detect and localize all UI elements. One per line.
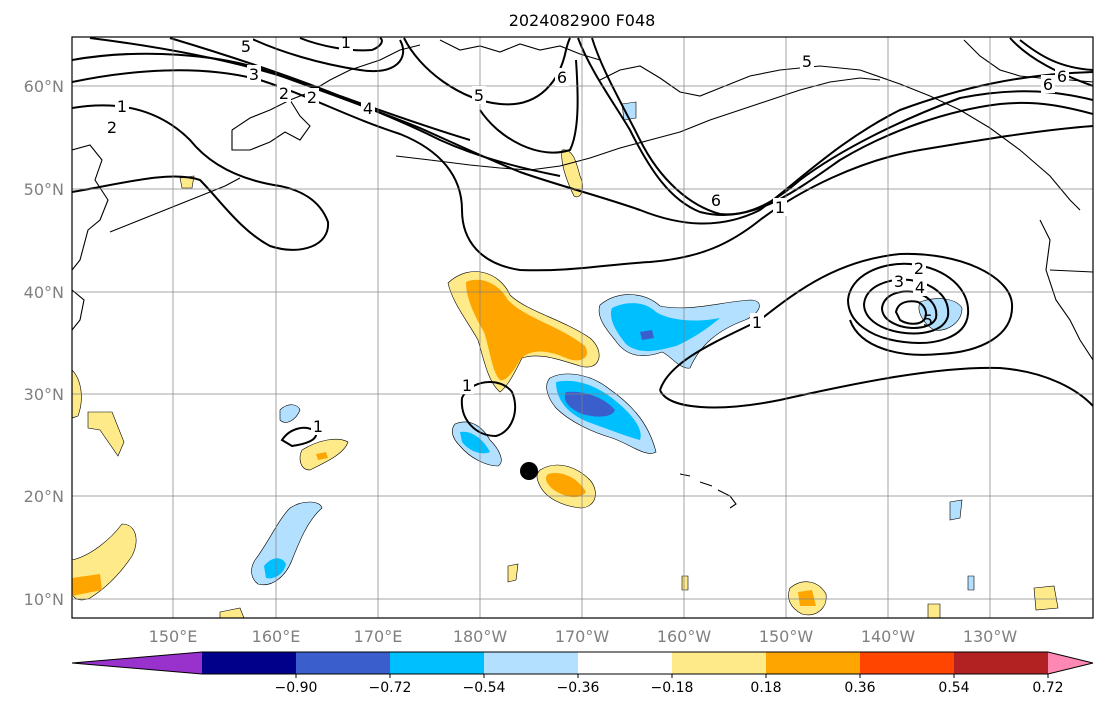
contour-label: 5	[472, 86, 486, 105]
colorbar-segment	[578, 652, 673, 674]
map-border	[71, 36, 1094, 619]
anomaly-shading	[72, 101, 1059, 618]
contour-label: 2	[277, 84, 291, 103]
svg-text:6: 6	[557, 68, 567, 87]
colorbar-tick-label: −0.72	[369, 680, 412, 696]
contour-label: 1	[115, 97, 129, 116]
lon-label: 150°E	[149, 627, 198, 646]
colorbar-segment	[390, 652, 485, 674]
lon-label: 170°E	[354, 627, 403, 646]
contour-label: 1	[460, 376, 474, 395]
contour-label: 4	[361, 99, 375, 118]
colorbar-segment	[672, 652, 767, 674]
latitude-labels: 60°N 50°N 40°N 30°N 20°N 10°N	[24, 77, 64, 609]
contour-label: 2	[912, 259, 926, 278]
contour-label: 1	[773, 198, 787, 217]
contour-label: 3	[892, 272, 906, 291]
svg-text:3: 3	[894, 272, 904, 291]
colorbar-tick-label: 0.54	[938, 680, 969, 696]
lat-label: 40°N	[24, 283, 64, 302]
svg-text:6: 6	[1057, 67, 1067, 86]
svg-text:1: 1	[462, 376, 472, 395]
coastlines	[72, 39, 1093, 509]
contour-label: 1	[339, 33, 353, 52]
contour-label: 2	[305, 88, 319, 107]
svg-text:2: 2	[107, 118, 117, 137]
svg-text:6: 6	[1043, 75, 1053, 94]
svg-text:5: 5	[241, 37, 251, 56]
svg-text:5: 5	[923, 311, 933, 330]
colorbar-tick-label: −0.36	[557, 680, 600, 696]
colorbar-segment	[484, 652, 579, 674]
colorbar-segment	[296, 652, 391, 674]
contour-label: 3	[247, 65, 261, 84]
colorbar-tick-label: −0.54	[463, 680, 506, 696]
lat-label: 10°N	[24, 590, 64, 609]
lon-label: 140°W	[861, 627, 916, 646]
colorbar-tick-label: 0.18	[750, 680, 781, 696]
contour-label: 2	[105, 118, 119, 137]
contour-label: 6	[1055, 67, 1069, 86]
lat-label: 20°N	[24, 487, 64, 506]
chart-title: 2024082900 F048	[509, 11, 656, 30]
svg-text:1: 1	[341, 33, 351, 52]
lat-label: 30°N	[24, 385, 64, 404]
svg-text:5: 5	[474, 86, 484, 105]
contour-label: 5	[923, 311, 933, 330]
lon-label: 160°E	[252, 627, 301, 646]
colorbar-segment	[860, 652, 955, 674]
contour-label: 6	[555, 68, 569, 87]
contour-label: 4	[913, 278, 927, 297]
lon-label: 170°W	[555, 627, 610, 646]
colorbar-outline	[71, 651, 1094, 675]
longitude-labels: 150°E 160°E 170°E 180°W 170°W 160°W 150°…	[149, 627, 1018, 646]
contour-label-group: 5 1 3 2 2 4 1 2 5 6 6 5 6 2 1 3 2 4 5 1 …	[105, 33, 1069, 436]
contour-label: 5	[239, 37, 253, 56]
svg-text:5: 5	[802, 52, 812, 71]
svg-text:1: 1	[775, 198, 785, 217]
svg-text:1: 1	[117, 97, 127, 116]
colorbar-extend-min	[72, 652, 202, 674]
svg-text:4: 4	[363, 99, 373, 118]
contour-label: 1	[750, 313, 764, 332]
colorbar-segment	[766, 652, 861, 674]
lon-label: 180°W	[453, 627, 508, 646]
colorbar-extend-max	[1048, 652, 1093, 674]
colorbar-segment	[954, 652, 1049, 674]
svg-text:1: 1	[313, 417, 323, 436]
lat-label: 60°N	[24, 77, 64, 96]
colorbar-tick-label: 0.72	[1032, 680, 1063, 696]
colorbar-tick-label: 0.36	[844, 680, 875, 696]
svg-text:4: 4	[915, 278, 925, 297]
svg-text:2: 2	[307, 88, 317, 107]
colorbar-segment	[202, 652, 297, 674]
contour-label: 6	[709, 191, 723, 210]
contour-label: 1	[311, 417, 325, 436]
colorbar: −0.90 −0.72 −0.54 −0.36 −0.18 0.18 0.36 0.54 0.7…	[71, 651, 1094, 696]
lat-label: 50°N	[24, 180, 64, 199]
colorbar-tick-label: −0.18	[651, 680, 694, 696]
svg-text:2: 2	[914, 259, 924, 278]
contour-label: 5	[800, 52, 814, 71]
svg-text:1: 1	[752, 313, 762, 332]
colorbar-tick-label: −0.90	[275, 680, 318, 696]
svg-text:3: 3	[249, 65, 259, 84]
lon-label: 130°W	[963, 627, 1018, 646]
svg-text:2: 2	[279, 84, 289, 103]
lon-label: 150°W	[759, 627, 814, 646]
contour-label: 6	[1041, 75, 1055, 94]
lon-label: 160°W	[657, 627, 712, 646]
svg-text:6: 6	[711, 191, 721, 210]
storm-position-marker	[520, 462, 538, 480]
